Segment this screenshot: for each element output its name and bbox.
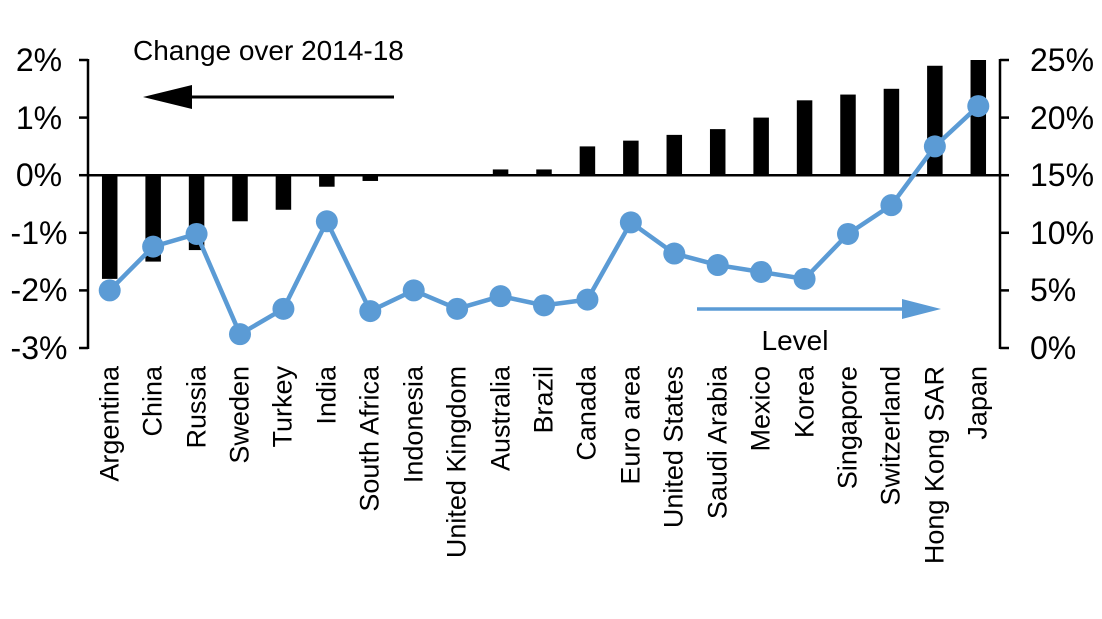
- category-label-argentina: Argentina: [94, 366, 125, 482]
- left-axis-tick-label: 2%: [15, 42, 63, 78]
- marker-Russia: [185, 222, 208, 245]
- marker-Hong Kong SAR: [923, 135, 946, 158]
- right-axis-tick-label: 20%: [1030, 99, 1095, 136]
- bar-Korea: [796, 100, 813, 176]
- bar-Saudi Arabia: [709, 129, 726, 176]
- left-arrow-head-icon: [143, 85, 192, 109]
- category-label-south-africa: South Africa: [354, 366, 385, 512]
- right-arrow-head-icon: [902, 299, 941, 319]
- bar-Brazil: [536, 169, 552, 176]
- right-axis-tick-label: 25%: [1030, 42, 1095, 78]
- marker-Turkey: [272, 297, 295, 320]
- right-axis-tick-label: 5%: [1030, 272, 1077, 309]
- bar-Hong Kong SAR: [927, 65, 943, 176]
- left-axis-tick-label: -2%: [10, 272, 68, 309]
- category-label-russia: Russia: [181, 366, 212, 449]
- bar-Australia: [492, 169, 509, 176]
- category-label-china: China: [137, 366, 168, 437]
- category-label-euro-area: Euro area: [615, 366, 646, 485]
- category-label-canada: Canada: [571, 366, 602, 461]
- bar-India: [319, 175, 335, 187]
- bar-Turkey: [275, 175, 292, 210]
- marker-United States: [663, 242, 686, 265]
- category-label-united-kingdom: United Kingdom: [441, 366, 472, 559]
- marker-Australia: [489, 285, 512, 308]
- marker-Sweden: [229, 323, 251, 346]
- line-series: [98, 95, 990, 346]
- bar-series: [101, 60, 987, 279]
- bar-Singapore: [840, 94, 856, 176]
- marker-South Africa: [359, 300, 382, 323]
- category-label-sweden: Sweden: [224, 366, 255, 464]
- line-series-arrow: [697, 299, 941, 319]
- line-series-title: Level: [761, 325, 829, 356]
- marker-Japan: [967, 95, 990, 118]
- category-label-turkey: Turkey: [267, 366, 298, 448]
- marker-Korea: [793, 267, 816, 290]
- category-label-united-states: United States: [658, 366, 689, 529]
- category-label-brazil: Brazil: [528, 366, 559, 434]
- bar-series-arrow: [143, 85, 394, 109]
- category-label-switzerland: Switzerland: [875, 366, 906, 506]
- category-label-singapore: Singapore: [832, 366, 863, 490]
- marker-Switzerland: [880, 194, 903, 217]
- bar-Japan: [970, 60, 987, 176]
- bar-Mexico: [753, 117, 769, 176]
- marker-Singapore: [837, 222, 859, 245]
- bar-Canada: [579, 146, 596, 176]
- left-axis-tick-label: -1%: [10, 214, 68, 251]
- category-label-hong-kong-sar: Hong Kong SAR: [919, 366, 950, 565]
- bar-Argentina: [101, 175, 118, 279]
- category-label-japan: Japan: [962, 366, 993, 440]
- right-axis-tick-label: 10%: [1030, 214, 1095, 251]
- marker-China: [142, 235, 165, 258]
- category-label-australia: Australia: [485, 366, 516, 472]
- right-axis-tick-label: 0%: [1030, 330, 1077, 366]
- bar-South Africa: [362, 175, 379, 181]
- marker-United Kingdom: [446, 297, 469, 320]
- category-label-mexico: Mexico: [745, 366, 776, 452]
- bar-Euro area: [623, 140, 639, 176]
- right-axis-tick-label: 15%: [1030, 157, 1095, 194]
- marker-India: [315, 210, 338, 233]
- left-axis-tick-label: 1%: [15, 99, 63, 136]
- bar-Sweden: [232, 175, 248, 222]
- marker-Indonesia: [402, 279, 425, 302]
- axes: [79, 58, 1009, 350]
- left-axis-tick-label: -3%: [10, 330, 68, 366]
- bar-United States: [666, 134, 683, 176]
- category-label-saudi-arabia: Saudi Arabia: [702, 366, 733, 520]
- marker-Brazil: [533, 294, 555, 317]
- category-label-indonesia: Indonesia: [398, 366, 429, 484]
- marker-Mexico: [750, 260, 773, 283]
- marker-Canada: [576, 288, 599, 311]
- left-axis-tick-label: 0%: [15, 157, 63, 194]
- marker-Euro area: [619, 211, 642, 234]
- bar-series-title: Change over 2014-18: [133, 35, 404, 66]
- marker-Saudi Arabia: [706, 254, 729, 277]
- bar-Switzerland: [883, 88, 900, 176]
- marker-Argentina: [98, 279, 121, 302]
- category-label-korea: Korea: [789, 366, 820, 439]
- category-label-india: India: [311, 366, 342, 425]
